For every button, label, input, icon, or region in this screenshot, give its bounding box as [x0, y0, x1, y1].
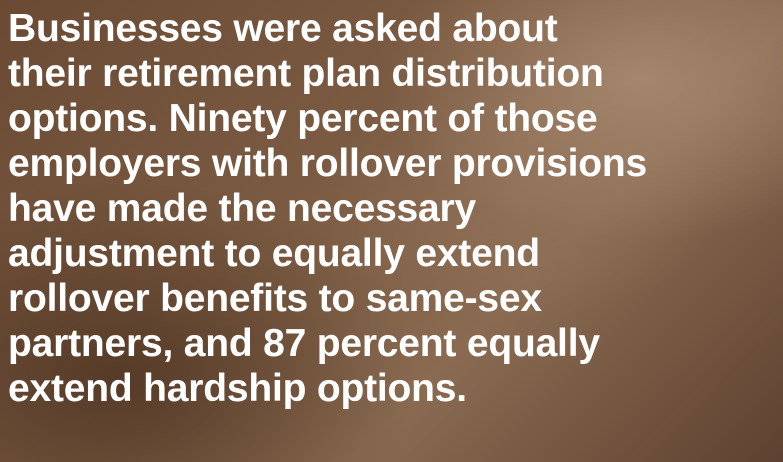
text-line: extend hardship options. [8, 366, 647, 411]
text-line: partners, and 87 percent equally [8, 321, 647, 366]
text-line: have made the necessary [8, 186, 647, 231]
text-line: adjustment to equally extend [8, 231, 647, 276]
text-line: options. Ninety percent of those [8, 96, 647, 141]
text-line: employers with rollover provisions [8, 141, 647, 186]
text-line: Businesses were asked about [8, 6, 647, 51]
text-line: their retirement plan distribution [8, 51, 647, 96]
background-panel: Businesses were asked abouttheir retirem… [0, 0, 783, 462]
text-line: rollover benefits to same-sex [8, 276, 647, 321]
